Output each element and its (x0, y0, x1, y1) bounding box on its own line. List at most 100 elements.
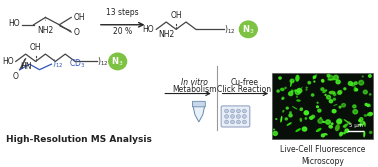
Ellipse shape (295, 128, 301, 132)
Circle shape (282, 98, 283, 99)
Circle shape (231, 115, 234, 118)
Text: $)_{12}$: $)_{12}$ (97, 55, 108, 68)
Circle shape (337, 119, 342, 123)
Circle shape (333, 98, 336, 100)
Circle shape (369, 75, 371, 77)
Circle shape (317, 102, 318, 103)
Circle shape (242, 120, 246, 124)
Circle shape (348, 122, 350, 124)
Circle shape (333, 110, 336, 113)
Ellipse shape (338, 106, 342, 109)
Ellipse shape (335, 124, 340, 131)
Text: NH2: NH2 (158, 30, 174, 39)
Circle shape (290, 79, 294, 83)
Circle shape (302, 127, 307, 131)
Circle shape (286, 107, 288, 109)
Ellipse shape (322, 121, 325, 123)
Ellipse shape (280, 116, 282, 123)
Ellipse shape (344, 126, 346, 128)
Ellipse shape (333, 104, 338, 106)
Text: HO: HO (2, 57, 14, 66)
Circle shape (337, 120, 341, 124)
Text: OH: OH (30, 43, 41, 52)
Circle shape (336, 80, 340, 84)
Circle shape (365, 104, 367, 105)
Circle shape (326, 120, 330, 124)
Circle shape (362, 76, 363, 77)
Circle shape (364, 123, 365, 124)
Circle shape (225, 109, 229, 113)
Ellipse shape (328, 91, 336, 94)
Circle shape (329, 100, 333, 103)
Text: HO: HO (8, 19, 20, 28)
Circle shape (277, 90, 279, 92)
Text: OH: OH (170, 11, 182, 20)
Circle shape (321, 88, 324, 91)
Circle shape (304, 111, 308, 115)
Circle shape (239, 21, 257, 38)
Circle shape (312, 115, 314, 118)
Circle shape (297, 89, 302, 93)
Ellipse shape (301, 87, 302, 89)
Circle shape (231, 109, 234, 113)
Circle shape (340, 132, 343, 135)
Text: 20 %: 20 % (113, 27, 132, 36)
Text: In vitro: In vitro (181, 78, 208, 87)
Circle shape (237, 109, 240, 113)
Circle shape (285, 87, 286, 89)
Circle shape (359, 80, 364, 85)
Circle shape (289, 114, 292, 117)
Circle shape (338, 91, 341, 95)
Circle shape (333, 93, 336, 96)
Circle shape (355, 82, 357, 85)
Circle shape (231, 120, 234, 124)
Circle shape (109, 53, 127, 70)
Ellipse shape (282, 110, 284, 113)
Ellipse shape (305, 117, 307, 120)
Circle shape (368, 113, 372, 116)
Circle shape (370, 131, 372, 133)
Ellipse shape (313, 74, 317, 79)
Text: 13 steps: 13 steps (106, 8, 139, 17)
Circle shape (311, 94, 314, 96)
Text: NH2: NH2 (37, 26, 54, 35)
Circle shape (306, 89, 307, 90)
Ellipse shape (316, 128, 322, 132)
Circle shape (308, 81, 311, 84)
Circle shape (327, 95, 330, 99)
Circle shape (363, 90, 367, 94)
Circle shape (290, 112, 291, 113)
Ellipse shape (324, 133, 328, 135)
Circle shape (359, 120, 361, 121)
Circle shape (333, 75, 338, 80)
Circle shape (351, 83, 355, 86)
Circle shape (332, 110, 336, 113)
Circle shape (310, 116, 313, 119)
Circle shape (328, 75, 333, 80)
Circle shape (313, 76, 316, 78)
Ellipse shape (290, 80, 292, 87)
Ellipse shape (328, 125, 333, 129)
FancyBboxPatch shape (221, 106, 250, 127)
Text: OH: OH (73, 13, 85, 22)
Ellipse shape (343, 124, 348, 128)
Circle shape (242, 115, 246, 118)
Circle shape (225, 115, 229, 118)
Circle shape (344, 88, 346, 90)
Circle shape (317, 106, 318, 108)
Circle shape (340, 134, 341, 136)
Ellipse shape (295, 75, 300, 82)
Bar (272, 73, 373, 139)
Ellipse shape (363, 131, 366, 137)
Text: N$_3$: N$_3$ (242, 23, 254, 36)
Circle shape (369, 94, 371, 95)
Circle shape (332, 123, 333, 124)
Ellipse shape (322, 89, 327, 93)
Text: HN: HN (20, 62, 31, 71)
Ellipse shape (299, 118, 302, 122)
Ellipse shape (287, 122, 292, 126)
Circle shape (306, 87, 307, 88)
Text: Cu-free: Cu-free (230, 78, 259, 87)
Circle shape (279, 77, 281, 79)
Circle shape (367, 104, 369, 107)
